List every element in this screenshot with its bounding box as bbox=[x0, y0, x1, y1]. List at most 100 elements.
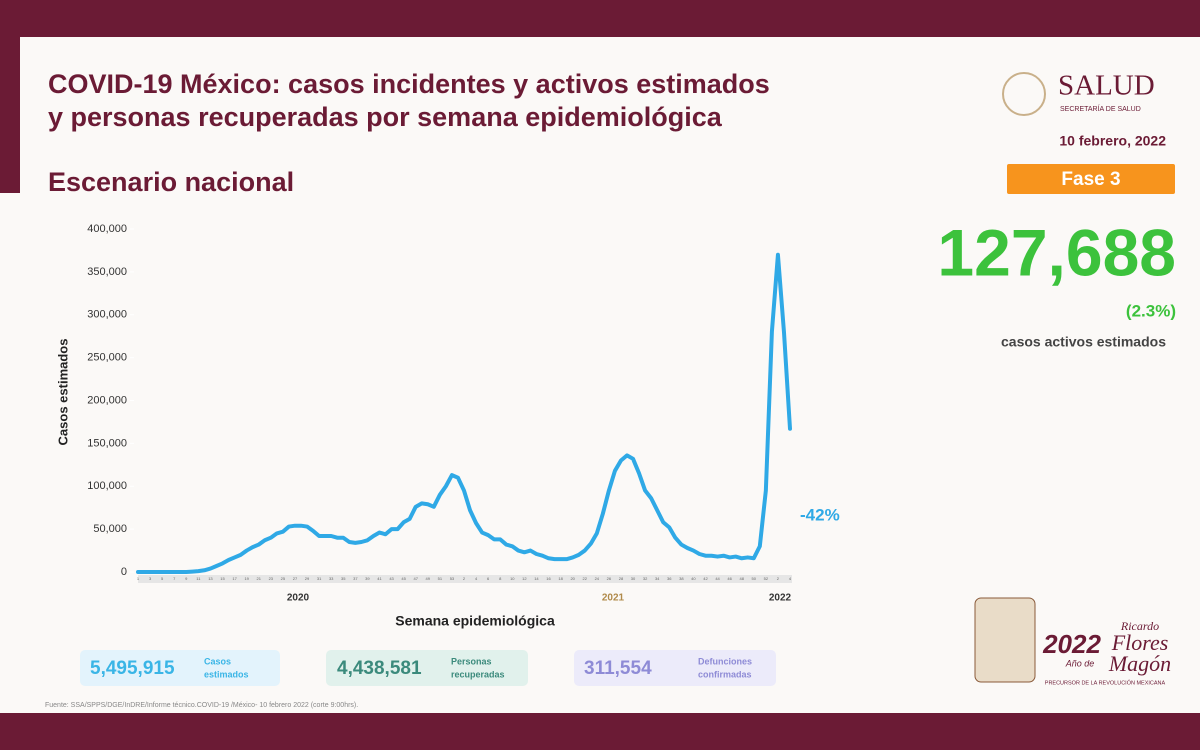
stat-label: Defunciones bbox=[698, 656, 752, 666]
annotation: -42% bbox=[800, 505, 840, 524]
x-tick-label: 41 bbox=[377, 576, 382, 581]
x-tick-label: 29 bbox=[305, 576, 310, 581]
x-tick-label: 13 bbox=[208, 576, 213, 581]
x-tick-label: 17 bbox=[232, 576, 237, 581]
year-label: 2022 bbox=[769, 593, 792, 604]
logo-sub: SECRETARÍA DE SALUD bbox=[1060, 104, 1141, 113]
y-tick-label: 350,000 bbox=[87, 266, 127, 278]
logo-emblem bbox=[1002, 72, 1046, 116]
x-tick-label: 35 bbox=[341, 576, 346, 581]
year-label: 2021 bbox=[602, 593, 625, 604]
x-tick-label: 18 bbox=[558, 576, 563, 581]
stat-value: 5,495,915 bbox=[90, 658, 175, 679]
stat-box bbox=[326, 650, 528, 686]
x-tick-label: 22 bbox=[583, 576, 588, 581]
x-tick-label: 52 bbox=[764, 576, 769, 581]
active-label: casos activos estimados bbox=[1001, 334, 1166, 350]
x-tick-label: 45 bbox=[401, 576, 406, 581]
emblem-name: Magón bbox=[1108, 651, 1171, 676]
y-tick-label: 150,000 bbox=[87, 437, 127, 449]
x-tick-label: 16 bbox=[546, 576, 551, 581]
emblem-year: 2022 bbox=[1042, 629, 1101, 659]
x-tick-label: 25 bbox=[281, 576, 286, 581]
x-tick-label: 2 bbox=[463, 576, 466, 581]
x-tick-label: 5 bbox=[161, 576, 164, 581]
x-tick-label: 27 bbox=[293, 576, 298, 581]
x-tick-label: 7 bbox=[173, 576, 176, 581]
x-tick-label: 30 bbox=[631, 576, 636, 581]
side-bar bbox=[0, 37, 20, 193]
x-tick-label: 4 bbox=[475, 576, 478, 581]
stat-label: Personas bbox=[451, 656, 492, 666]
x-tick-label: 47 bbox=[413, 576, 418, 581]
stat-label: estimados bbox=[204, 669, 249, 679]
x-tick-label: 3 bbox=[149, 576, 152, 581]
x-tick-label: 28 bbox=[619, 576, 624, 581]
x-tick-label: 9 bbox=[185, 576, 188, 581]
emblem-name: Ricardo bbox=[1120, 619, 1159, 633]
phase: Fase 3 bbox=[1061, 169, 1120, 190]
y-tick-label: 100,000 bbox=[87, 480, 127, 492]
stat-value: 4,438,581 bbox=[337, 658, 422, 679]
x-tick-label: 38 bbox=[679, 576, 684, 581]
title: y personas recuperadas por semana epidem… bbox=[48, 102, 723, 132]
x-tick-label: 43 bbox=[389, 576, 394, 581]
x-tick-label: 14 bbox=[534, 576, 539, 581]
x-tick-label: 32 bbox=[643, 576, 648, 581]
x-tick-label: 51 bbox=[438, 576, 443, 581]
emblem-name: Flores bbox=[1111, 630, 1169, 655]
x-tick-label: 15 bbox=[220, 576, 225, 581]
x-tick-label: 20 bbox=[570, 576, 575, 581]
stat-value: 311,554 bbox=[584, 658, 652, 679]
x-tick-label: 39 bbox=[365, 576, 370, 581]
logo: SALUD bbox=[1058, 70, 1155, 102]
x-tick-label: 2 bbox=[777, 576, 780, 581]
y-tick-label: 300,000 bbox=[87, 309, 127, 321]
date: 10 febrero, 2022 bbox=[1059, 133, 1166, 149]
subtitle: Escenario nacional bbox=[48, 167, 294, 197]
x-tick-label: 36 bbox=[667, 576, 672, 581]
x-tick-label: 1 bbox=[137, 576, 140, 581]
x-tick-label: 24 bbox=[595, 576, 600, 581]
x-tick-label: 11 bbox=[196, 576, 201, 581]
x-tick-label: 10 bbox=[510, 576, 515, 581]
x-tick-label: 48 bbox=[739, 576, 744, 581]
y-tick-label: 50,000 bbox=[93, 523, 127, 535]
x-tick-label: 19 bbox=[244, 576, 249, 581]
x-tick-label: 53 bbox=[450, 576, 455, 581]
year-label: 2020 bbox=[287, 593, 310, 604]
stat-box bbox=[574, 650, 776, 686]
y-tick-label: 400,000 bbox=[87, 223, 127, 235]
x-tick-label: 42 bbox=[703, 576, 708, 581]
emblem-tagline: PRECURSOR DE LA REVOLUCIÓN MEXICANA bbox=[1045, 679, 1166, 686]
portrait bbox=[974, 597, 1036, 683]
y-tick-label: 200,000 bbox=[87, 394, 127, 406]
x-axis-band bbox=[138, 575, 792, 583]
y-tick-label: 0 bbox=[121, 566, 127, 578]
x-tick-label: 6 bbox=[487, 576, 490, 581]
x-tick-label: 49 bbox=[426, 576, 431, 581]
top-band bbox=[0, 0, 1200, 37]
active-cases: 127,688 bbox=[937, 215, 1176, 289]
x-tick-label: 23 bbox=[269, 576, 274, 581]
x-tick-label: 4 bbox=[789, 576, 792, 581]
x-tick-label: 50 bbox=[752, 576, 757, 581]
x-tick-label: 40 bbox=[691, 576, 696, 581]
phase-box bbox=[1007, 164, 1175, 194]
x-tick-label: 34 bbox=[655, 576, 660, 581]
stat-label: Casos bbox=[204, 656, 231, 666]
x-tick-label: 21 bbox=[257, 576, 262, 581]
emblem-year-of: Año de bbox=[1065, 658, 1095, 668]
x-tick-label: 37 bbox=[353, 576, 358, 581]
x-tick-label: 8 bbox=[499, 576, 502, 581]
stat-box bbox=[80, 650, 280, 686]
line-series bbox=[136, 252, 792, 574]
stat-label: confirmadas bbox=[698, 669, 752, 679]
stat-label: recuperadas bbox=[451, 669, 505, 679]
title: COVID-19 México: casos incidentes y acti… bbox=[48, 69, 770, 99]
x-tick-label: 26 bbox=[607, 576, 612, 581]
y-tick-label: 250,000 bbox=[87, 352, 127, 364]
x-tick-label: 31 bbox=[317, 576, 322, 581]
